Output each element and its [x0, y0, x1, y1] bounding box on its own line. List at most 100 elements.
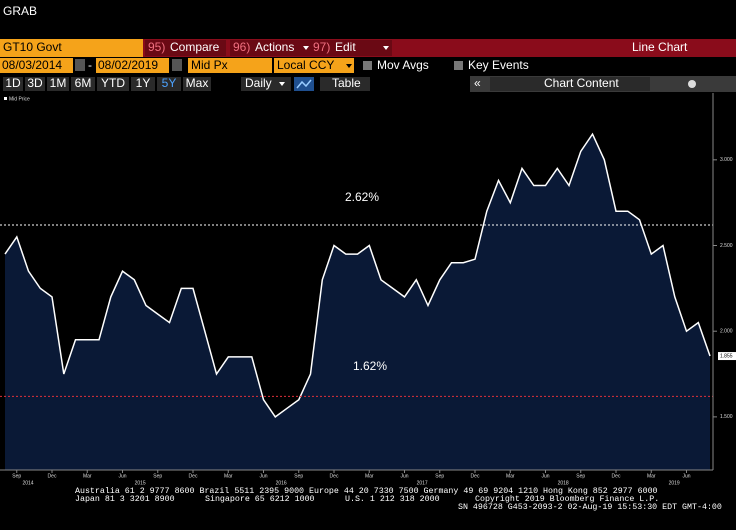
last-value: 1.855 [720, 353, 733, 359]
menu-label[interactable]: Edit [335, 40, 356, 54]
menu-button[interactable] [145, 40, 226, 56]
start-date-field[interactable] [0, 58, 73, 73]
period[interactable]: 1Y [136, 76, 151, 90]
period[interactable]: 1D [5, 76, 21, 90]
dropdown-arrow [303, 46, 309, 50]
period[interactable]: YTD [101, 76, 125, 90]
x-tick-label: Dec [471, 473, 480, 479]
view-name: Line Chart [632, 40, 688, 54]
y-tick-label: 2.500 [720, 243, 733, 249]
x-tick-label: Mar [365, 473, 374, 479]
period-button[interactable] [71, 77, 95, 91]
area [5, 134, 710, 470]
settings-icon[interactable] [688, 80, 696, 88]
x-tick-label: Dec [189, 473, 198, 479]
y-tick-label: 2.000 [720, 329, 733, 335]
dropdown-arrow [383, 46, 389, 50]
x-tick-label: Jun [541, 473, 549, 479]
period-button[interactable] [47, 77, 69, 91]
y-tick-label: 3.000 [720, 157, 733, 163]
footer-line: Australia 61 2 9777 8600 Brazil 5511 239… [75, 486, 658, 496]
field[interactable]: Mid Px [191, 58, 228, 72]
date-separator: - [88, 58, 92, 72]
year-label: 2018 [558, 480, 569, 486]
year-label: 2017 [417, 480, 428, 486]
x-tick-label: Sep [153, 473, 162, 479]
period-button[interactable] [97, 77, 129, 91]
x-tick-label: Sep [294, 473, 303, 479]
panel-arrow[interactable]: « [474, 76, 481, 90]
calendar-icon[interactable] [75, 59, 85, 71]
window-title: GRAB [3, 4, 37, 18]
period[interactable]: 1M [50, 76, 67, 90]
x-tick-label: Mar [224, 473, 233, 479]
period-button[interactable] [131, 77, 155, 91]
table[interactable]: Table [332, 76, 361, 90]
field-select[interactable] [188, 58, 272, 73]
menu-label[interactable]: Compare [170, 40, 220, 54]
period[interactable]: 6M [75, 76, 92, 90]
period[interactable]: 3D [27, 76, 43, 90]
frequency-button[interactable] [241, 77, 291, 91]
year-label: 2015 [135, 480, 146, 486]
start-date[interactable]: 08/03/2014 [2, 58, 62, 72]
security[interactable]: GT10 Govt [3, 40, 62, 54]
end-date-field[interactable] [96, 58, 169, 73]
x-tick-label: Sep [576, 473, 585, 479]
last-value-box [718, 352, 736, 361]
footer-line: Japan 81 3 3201 8900 [75, 495, 175, 504]
x-tick-label: Dec [612, 473, 621, 479]
end-date[interactable]: 08/02/2019 [98, 58, 158, 72]
period[interactable]: 5Y [162, 76, 177, 90]
menu-button[interactable] [230, 40, 312, 56]
period-button[interactable] [183, 77, 211, 91]
security-field[interactable] [0, 39, 143, 57]
menu-label[interactable]: Actions [255, 40, 294, 54]
x-tick-label: Mar [647, 473, 656, 479]
x-tick-label: Dec [330, 473, 339, 479]
annotation: 2.62% [345, 190, 379, 204]
legend-label: Mid Price [9, 96, 30, 102]
x-tick-label: Sep [435, 473, 444, 479]
x-tick-label: Dec [48, 473, 57, 479]
checkbox[interactable] [363, 61, 372, 70]
menu-key[interactable]: 97) [313, 40, 330, 54]
period[interactable]: Max [186, 76, 209, 90]
calendar-icon[interactable] [172, 59, 182, 71]
footer-line: U.S. 1 212 318 2000 [345, 495, 440, 504]
footer-line: Singapore 65 6212 1000 [205, 494, 315, 504]
option[interactable]: Key Events [468, 58, 529, 72]
footer-line: SN 496728 G453-2093-2 02-Aug-19 15:53:30… [458, 503, 722, 512]
chart: Mid Price 1.855 1.500 2.000 2.500 3.000 Sep Dec… [0, 93, 736, 486]
period-button[interactable] [157, 77, 181, 91]
x-tick-label: Jun [682, 473, 690, 479]
menu-button[interactable] [310, 40, 392, 56]
line [4, 132, 711, 418]
annotation: 1.62% [353, 359, 387, 373]
chart-content[interactable]: Chart Content [544, 76, 619, 90]
dropdown-arrow [346, 64, 352, 68]
menu-key[interactable]: 96) [233, 40, 250, 54]
option[interactable]: Mov Avgs [377, 58, 429, 72]
table-button[interactable] [320, 77, 370, 91]
year-label: 2016 [276, 480, 287, 486]
legend-swatch [4, 97, 7, 100]
frequency[interactable]: Daily [245, 76, 272, 90]
checkbox[interactable] [454, 61, 463, 70]
y-tick-label: 1.500 [720, 414, 733, 420]
currency-select[interactable] [274, 58, 344, 73]
period-button[interactable] [3, 77, 23, 91]
year-label: 2014 [22, 480, 33, 486]
menu-key[interactable]: 95) [148, 40, 165, 54]
chart-content-button[interactable] [490, 77, 650, 91]
currency[interactable]: Local CCY [277, 58, 334, 72]
x-tick-label: Jun [400, 473, 408, 479]
footer-line: Copyright 2019 Bloomberg Finance L.P. [475, 494, 659, 504]
period-button[interactable] [25, 77, 45, 91]
dropdown-arrow [279, 82, 285, 86]
x-tick-label: Jun [118, 473, 126, 479]
line-chart-glyph [296, 79, 312, 89]
x-tick-label: Mar [506, 473, 515, 479]
